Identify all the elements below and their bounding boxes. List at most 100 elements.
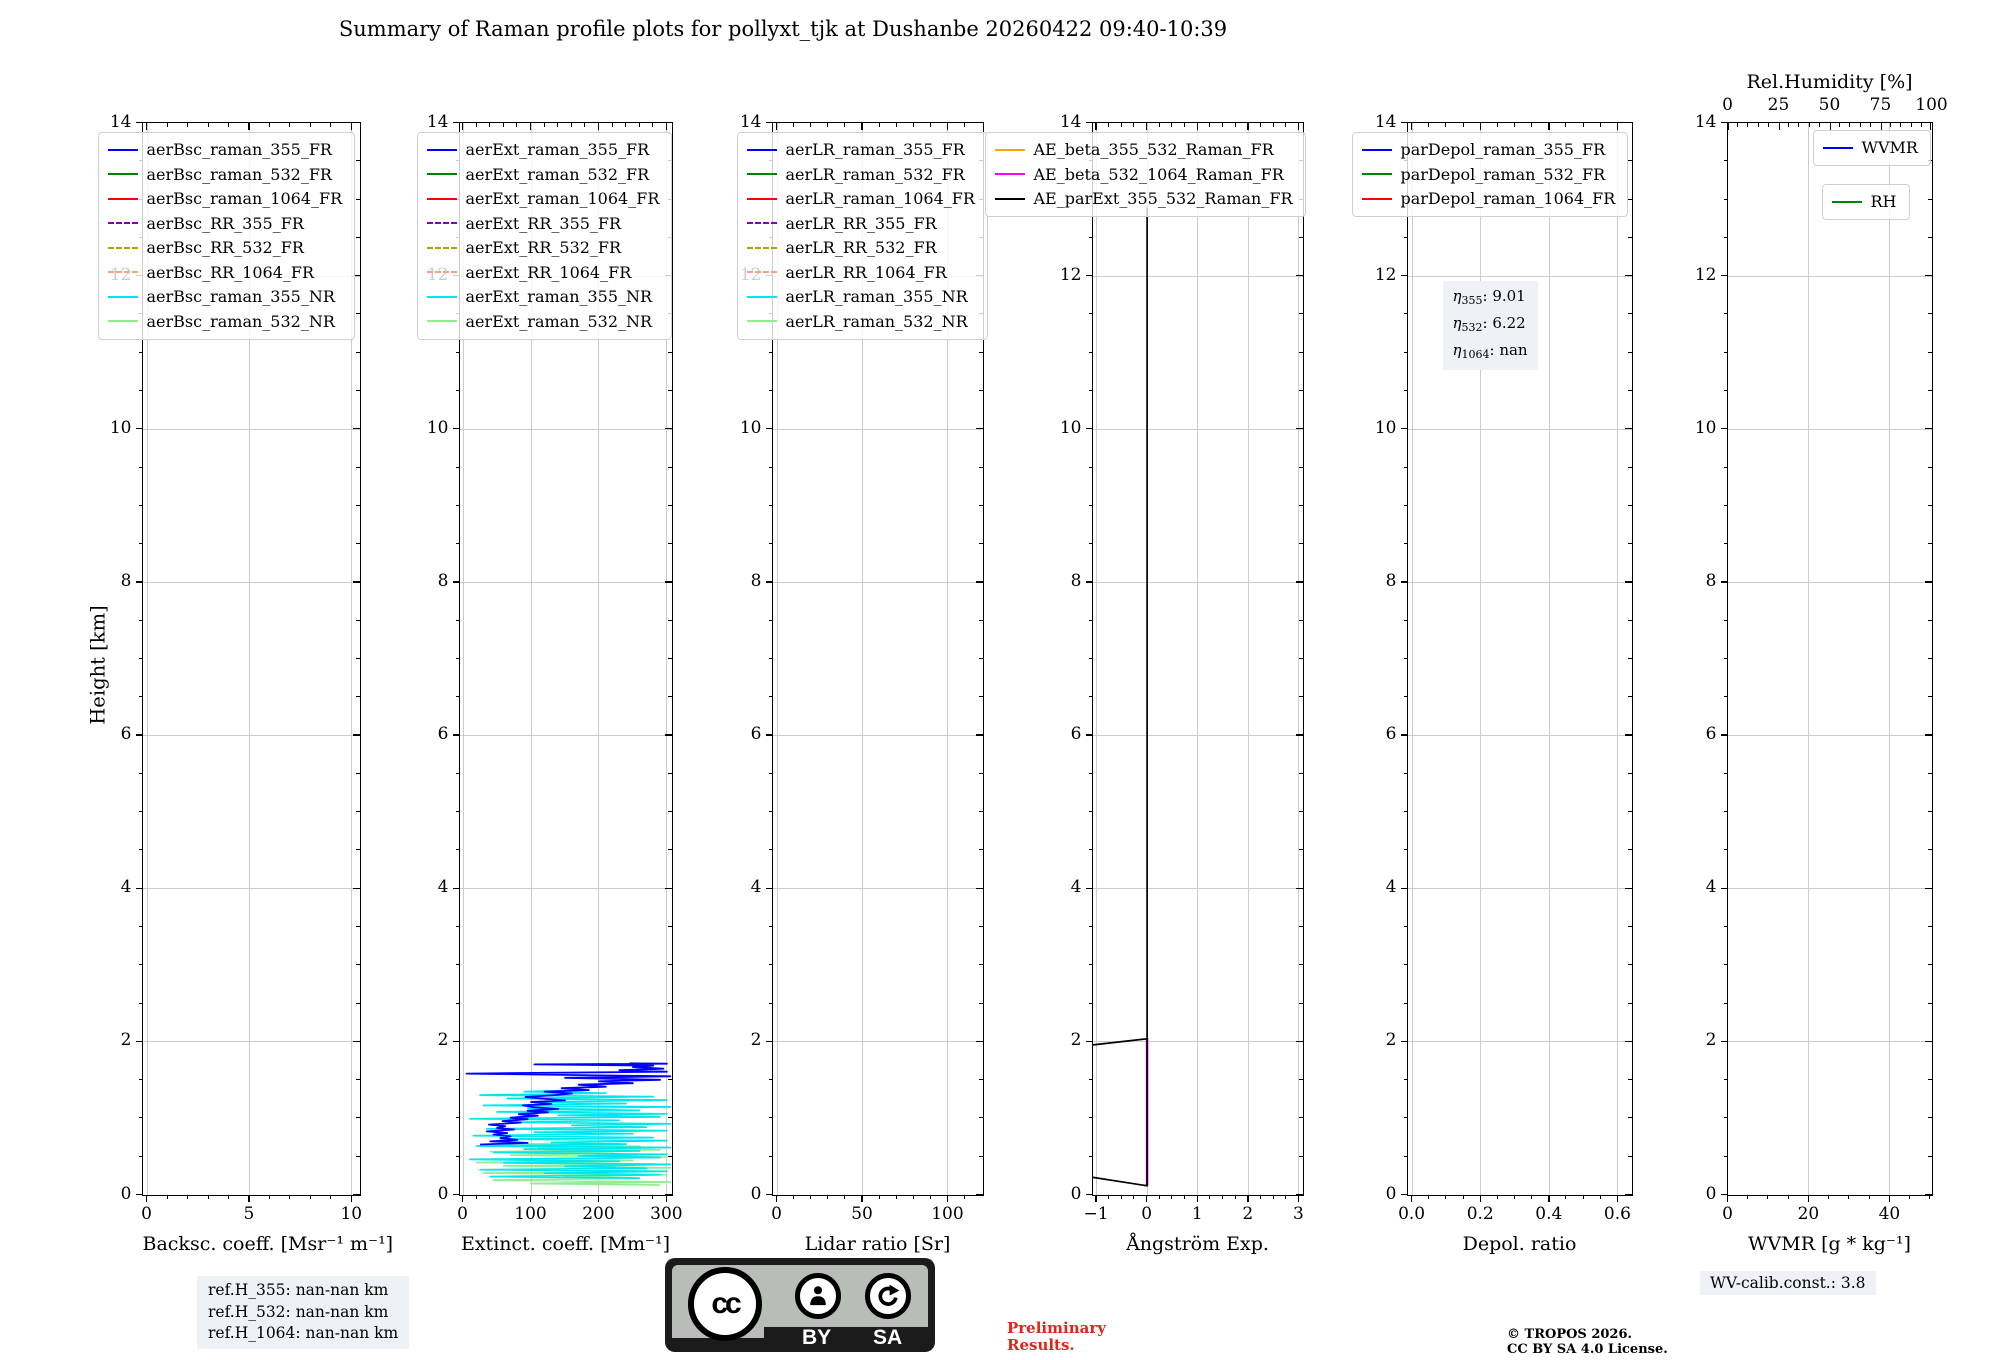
y-tick-minor-right xyxy=(1927,658,1932,659)
y-tick-minor-right xyxy=(1927,772,1932,774)
y-tick-minor xyxy=(768,772,773,774)
x-tick-minor xyxy=(1462,1194,1464,1199)
y-tick-minor xyxy=(768,696,773,698)
gridline-horizontal xyxy=(1092,735,1303,737)
y-tick-minor xyxy=(455,964,460,966)
y-tick-label: 6 xyxy=(120,724,132,745)
eta-line: η532: 6.22 xyxy=(1453,312,1528,339)
gridline-vertical xyxy=(1548,122,1550,1195)
legend-swatch xyxy=(426,173,457,176)
legend-item: aerExt_raman_532_NR xyxy=(426,309,660,334)
y-tick-major xyxy=(1400,1193,1408,1196)
y-tick-minor-right xyxy=(1627,351,1632,353)
y-tick-minor-right xyxy=(1627,1002,1632,1004)
y-tick-major xyxy=(1085,1193,1093,1196)
x-tick-minor xyxy=(1222,1194,1224,1199)
y-tick-minor-right xyxy=(1927,964,1932,966)
x-tick-major-top xyxy=(1616,122,1619,130)
legend-item: AE_parExt_355_532_Raman_FR xyxy=(994,187,1293,212)
x-axis-label-wvmr: WVMR [g * kg⁻¹] xyxy=(1748,1232,1911,1255)
y-tick-minor-right xyxy=(355,658,360,659)
y-tick-minor xyxy=(1723,1155,1728,1157)
legend-swatch xyxy=(1361,148,1392,151)
y-tick-minor-right xyxy=(355,466,360,468)
y-tick-minor xyxy=(1403,811,1408,813)
y-tick-minor xyxy=(1723,964,1728,966)
y-tick-minor-right xyxy=(1298,351,1303,353)
x-tick-minor-top xyxy=(1496,122,1498,127)
y-tick-minor-right xyxy=(667,1079,672,1081)
y-tick-minor xyxy=(455,772,460,774)
gridline-horizontal xyxy=(1727,888,1932,890)
x-tick-minor xyxy=(844,1194,846,1199)
x-tick-minor xyxy=(895,1194,897,1199)
x-tick-minor xyxy=(207,1194,209,1199)
y-tick-minor xyxy=(455,1002,460,1004)
x-tick-minor-top xyxy=(1222,122,1224,127)
y-tick-label: 4 xyxy=(1385,877,1397,898)
x-tick-major-top xyxy=(1095,122,1097,130)
cc-by-sa-badge: cc BY SA xyxy=(665,1258,935,1352)
x-tick-label: 0 xyxy=(1722,1203,1733,1224)
y-tick-minor-right xyxy=(355,964,360,966)
gridline-vertical xyxy=(462,122,464,1195)
y-tick-minor xyxy=(138,1002,143,1004)
y-tick-minor xyxy=(1403,1117,1408,1119)
y-tick-minor xyxy=(455,811,460,813)
plot-panel-extinct: 010020030002468101214Extinct. coeff. [Mm… xyxy=(416,112,683,1255)
y-tick-minor-right xyxy=(667,658,672,659)
x-tick-minor xyxy=(1747,1194,1749,1199)
legend-label: parDepol_raman_1064_FR xyxy=(1400,189,1616,209)
y-tick-major-right xyxy=(664,581,672,583)
gridline-horizontal xyxy=(772,735,983,737)
y-tick-major xyxy=(1720,887,1728,889)
y-tick-minor xyxy=(1088,772,1093,774)
y-tick-minor xyxy=(1088,236,1093,238)
x-tick-minor-top xyxy=(289,122,291,127)
copyright-line: CC BY SA 4.0 License. xyxy=(1507,1342,1668,1357)
y-tick-major xyxy=(1085,734,1093,736)
plot-series-canvas xyxy=(465,1061,671,1186)
x-tick-minor xyxy=(1565,1194,1567,1199)
y-tick-minor-right xyxy=(1298,390,1303,391)
gridline-horizontal xyxy=(1092,275,1303,277)
y-tick-minor xyxy=(768,466,773,468)
y-tick-major xyxy=(135,581,143,583)
legend-swatch xyxy=(107,222,138,225)
y-tick-minor-right xyxy=(978,696,983,698)
y-tick-minor-right xyxy=(667,1002,672,1004)
x-tick-major-top xyxy=(1247,122,1249,130)
copyright-line: © TROPOS 2026. xyxy=(1507,1327,1633,1342)
y-tick-major-right xyxy=(1295,274,1303,277)
x-tick-minor-top xyxy=(1514,122,1516,127)
y-tick-minor-right xyxy=(355,1079,360,1081)
y-tick-minor-right xyxy=(978,466,983,468)
x-tick-minor xyxy=(584,1194,586,1199)
legend-label: aerBsc_raman_532_FR xyxy=(146,164,332,184)
gridline-horizontal xyxy=(1092,1041,1303,1043)
top-axis-tick-minor xyxy=(1869,122,1871,127)
y-tick-minor xyxy=(1403,1002,1408,1004)
y-tick-major xyxy=(765,887,773,889)
x-tick-label: 50 xyxy=(851,1203,873,1224)
x-tick-major xyxy=(1095,1194,1097,1202)
x-tick-minor xyxy=(878,1194,880,1199)
y-tick-major-right xyxy=(1624,121,1632,124)
y-tick-minor xyxy=(138,504,143,506)
y-tick-minor-right xyxy=(1627,811,1632,813)
y-tick-minor-right xyxy=(1627,543,1632,545)
x-tick-minor xyxy=(1929,1194,1931,1199)
legend-item: parDepol_raman_355_FR xyxy=(1361,138,1616,163)
y-tick-minor-right xyxy=(1627,926,1632,927)
gridline-horizontal xyxy=(1407,1041,1632,1043)
series-line-aerExt_raman_355_FR xyxy=(465,1061,671,1145)
y-tick-minor-right xyxy=(978,1002,983,1004)
y-tick-minor xyxy=(1723,160,1728,162)
y-tick-minor-right xyxy=(1927,351,1932,353)
y-tick-minor xyxy=(1088,1117,1093,1119)
x-tick-minor xyxy=(1828,1194,1830,1199)
y-tick-minor xyxy=(455,619,460,621)
top-axis-tick-label: 100 xyxy=(1915,94,1948,115)
x-tick-major xyxy=(1807,1194,1810,1202)
legend-lidar_ratio: aerLR_raman_355_FR aerLR_raman_532_FR aerL… xyxy=(736,131,988,340)
